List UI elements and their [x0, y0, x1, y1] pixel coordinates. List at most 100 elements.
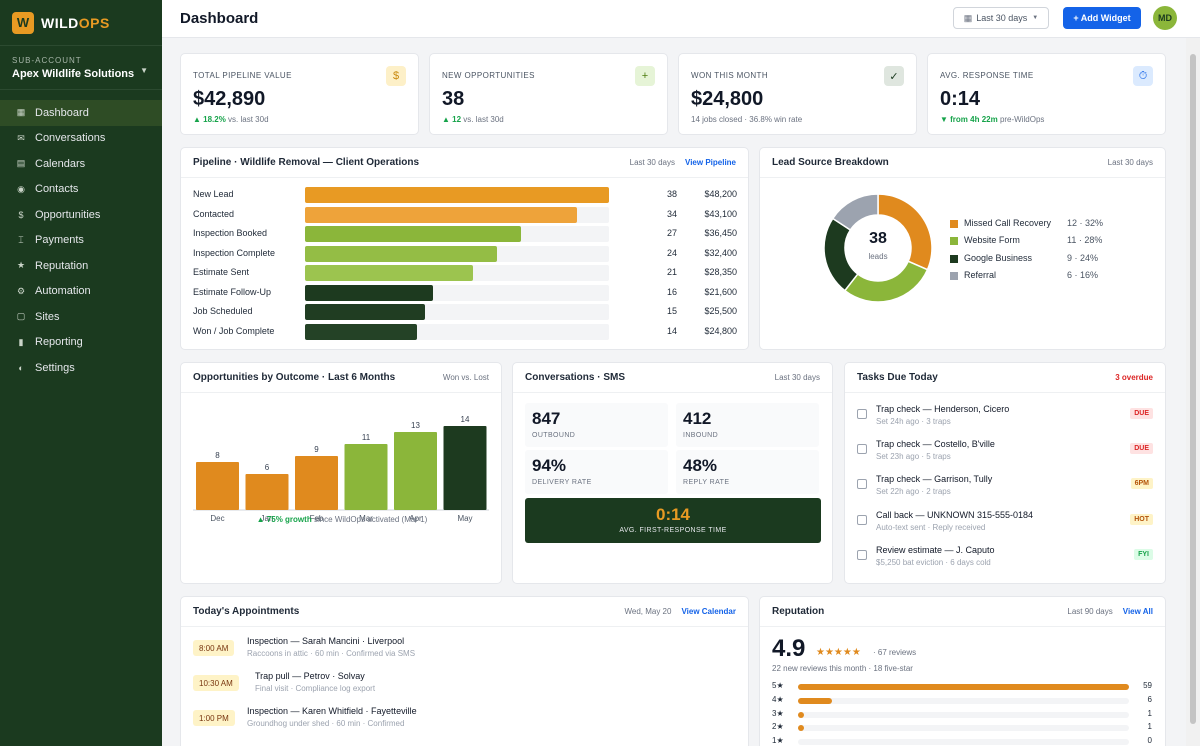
outcome-bar-feb[interactable] [295, 456, 338, 510]
stat-value: 38 [442, 88, 465, 110]
pipeline-stage-row[interactable]: Inspection Complete 24 $32,400 [193, 245, 737, 262]
conversations-card: Conversations · SMS Last 30 days 847 OUTB… [512, 362, 833, 584]
pipeline-stage-row[interactable]: New Lead 38 $48,200 [193, 187, 737, 203]
pipeline-stage-count: 15 [666, 306, 677, 316]
sidebar-item-label: Payments [35, 234, 84, 247]
task-checkbox[interactable] [857, 444, 867, 455]
scrollbar-thumb[interactable] [1190, 54, 1196, 724]
view-all-reviews-link[interactable]: View All [1122, 607, 1153, 616]
x-tick-label: Dec [210, 514, 224, 523]
rating-count: 1 [1147, 722, 1152, 732]
pipeline-stage-row[interactable]: Estimate Sent 21 $28,350 [193, 265, 737, 281]
pipeline-stage-row[interactable]: Won / Job Complete 14 $24,800 [193, 323, 737, 340]
pipeline-bar-track [305, 206, 609, 223]
stat-card: AVG. RESPONSE TIME 0:14 ▼ from 4h 22m pre-… [927, 53, 1166, 135]
bar-value-label: 9 [314, 445, 319, 454]
pipeline-stage-count: 16 [666, 286, 677, 297]
conversation-stat-outbound: 847 OUTBOUND [525, 403, 668, 447]
sidebar-item-contacts[interactable]: ◉ Contacts [0, 177, 162, 203]
appointment-subtitle: Groundhog under shed · 60 min · Confirme… [247, 719, 405, 728]
pipeline-stage-label: New Lead [193, 189, 234, 199]
sidebar-item-sites[interactable]: ▢ Sites [0, 304, 162, 330]
logo-icon: W [12, 11, 34, 34]
sidebar-item-automation[interactable]: ⚙ Automation [0, 279, 162, 305]
task-subtitle: Set 24h ago · 3 traps [876, 417, 951, 426]
rating-count: 0 [1147, 736, 1152, 746]
conversation-stat-label: REPLY RATE [683, 479, 730, 486]
legend-swatch [950, 271, 958, 280]
conversation-stat-inbound: 412 INBOUND [676, 403, 819, 447]
stat-card: TOTAL PIPELINE VALUE $42,890 ▲ 18.2% vs. l… [180, 53, 419, 135]
sidebar-item-settings[interactable]: ◐ Settings [0, 355, 162, 381]
outcome-title: Opportunities by Outcome · Last 6 Months [193, 372, 396, 383]
appointment-time: 1:00 PM [193, 710, 235, 726]
task-item[interactable]: Trap check — Costello, B'ville Set 23h ag… [857, 439, 1153, 469]
task-title: Trap check — Costello, B'ville [876, 439, 995, 450]
tasks-card: Tasks Due Today 3 overdue Trap check — H… [844, 362, 1166, 584]
outcome-card: Opportunities by Outcome · Last 6 Months… [180, 362, 502, 584]
rating-count: 6 [1147, 694, 1152, 704]
bar-value-label: 14 [461, 415, 470, 424]
outcome-bar-chart: 8 Dec 6 Jan 9 Feb 11 Mar 13 Apr 14 May [193, 415, 489, 523]
pipeline-bar [305, 226, 521, 242]
add-widget-button[interactable]: + Add Widget [1063, 7, 1141, 29]
pipeline-bar-track [305, 284, 609, 301]
rating-bar [798, 684, 1129, 690]
brand[interactable]: W WILDOPS [0, 0, 162, 46]
sidebar-nav: ▦ Dashboard ✉ Conversations ▤ Calendars ◉ Conta… [0, 90, 162, 381]
pipeline-stage-label: Estimate Follow-Up [193, 286, 272, 297]
reputation-title: Reputation [772, 606, 825, 617]
outcome-bar-apr[interactable] [394, 432, 437, 510]
avatar[interactable]: MD [1153, 6, 1177, 30]
chart-icon: ▮ [18, 336, 24, 347]
x-tick-label: Jan [261, 514, 274, 523]
contacts-icon: ◉ [17, 183, 25, 194]
legend-swatch [950, 220, 958, 228]
pipeline-stage-value: $21,600 [704, 286, 737, 297]
task-item[interactable]: Review estimate — J. Caputo $5,250 bat ev… [857, 545, 1153, 575]
appointments-card: Today's Appointments Wed, May 20 View Cal… [180, 596, 749, 746]
donut-slice-website-form[interactable] [843, 260, 929, 303]
stat-sub-text: 14 jobs closed · 36.8% win rate [691, 115, 803, 124]
task-item[interactable]: Call back — UNKNOWN 315-555-0184 Auto-tex… [857, 510, 1153, 540]
appointment-item[interactable]: 8:00 AM Inspection — Sarah Mancini · Live… [193, 636, 733, 666]
view-pipeline-link[interactable]: View Pipeline [685, 158, 736, 167]
donut-slice-referral[interactable] [831, 193, 879, 231]
sidebar-item-conversations[interactable]: ✉ Conversations [0, 126, 162, 152]
task-checkbox[interactable] [857, 479, 867, 490]
appointment-item[interactable]: 10:30 AM Trap pull — Petrov · Solvay Final… [193, 671, 733, 701]
sidebar-item-opportunities[interactable]: $ Opportunities [0, 202, 162, 228]
stat-sub-text: vs. last 30d [225, 115, 269, 124]
outcome-bar-mar[interactable] [344, 444, 388, 510]
legend-item: Referral 6 · 16% [950, 270, 1110, 284]
task-checkbox[interactable] [857, 549, 867, 560]
task-checkbox[interactable] [857, 409, 867, 419]
legend-value: 11 · 28% [1067, 235, 1103, 246]
task-item[interactable]: Trap check — Garrison, Tully Set 22h ago … [857, 474, 1153, 504]
outcome-bar-may[interactable] [443, 426, 487, 510]
sidebar-item-label: Sites [35, 310, 60, 323]
task-badge: HOT [1130, 513, 1153, 525]
task-item[interactable]: Trap check — Henderson, Cicero Set 24h ag… [857, 404, 1153, 434]
sidebar-item-reputation[interactable]: ★ Reputation [0, 253, 162, 279]
first-response-value: 0:14 [655, 505, 691, 524]
conversation-stat-reply-rate: 48% REPLY RATE [676, 450, 819, 494]
sidebar-item-payments[interactable]: ⌶ Payments [0, 228, 162, 254]
outcome-bar-jan[interactable] [245, 474, 289, 510]
subaccount-switcher[interactable]: SUB-ACCOUNT Apex Wildlife Solutions ▼ [0, 46, 162, 90]
view-calendar-link[interactable]: View Calendar [681, 607, 736, 616]
appointment-title: Inspection — Karen Whitfield · Fayettevi… [247, 706, 417, 716]
pipeline-stage-row[interactable]: Job Scheduled 15 $25,500 [193, 304, 737, 320]
pipeline-stage-row[interactable]: Estimate Follow-Up 16 $21,600 [193, 284, 737, 301]
sidebar-item-dashboard[interactable]: ▦ Dashboard [0, 100, 162, 126]
sidebar-item-calendars[interactable]: ▤ Calendars [0, 151, 162, 177]
outcome-bar-dec[interactable] [196, 462, 239, 510]
pipeline-stage-row[interactable]: Contacted 34 $43,100 [193, 206, 737, 223]
task-checkbox[interactable] [857, 514, 867, 525]
scrollbar[interactable] [1186, 38, 1200, 746]
appointment-item[interactable]: 1:00 PM Inspection — Karen Whitfield · Fa… [193, 706, 733, 736]
pipeline-stage-row[interactable]: Inspection Booked 27 $36,450 [193, 226, 737, 242]
donut-total: 38 [869, 230, 887, 247]
sidebar-item-reporting[interactable]: ▮ Reporting [0, 330, 162, 356]
date-range-button[interactable]: ▦ Last 30 days ▼ [953, 7, 1049, 29]
